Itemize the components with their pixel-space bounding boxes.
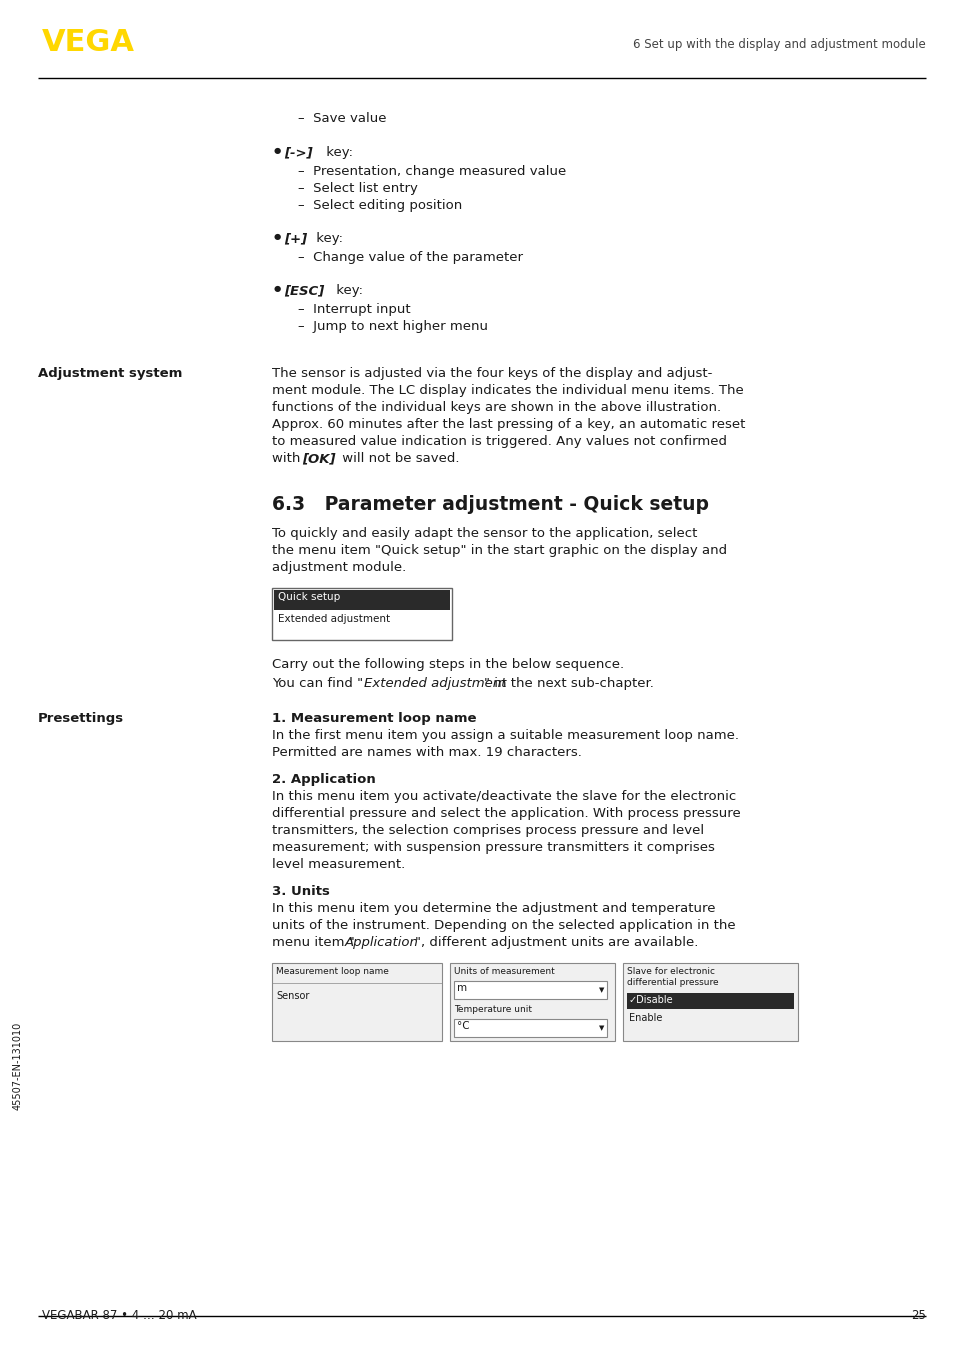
Text: Measurement loop name: Measurement loop name xyxy=(275,967,389,976)
Text: 2. Application: 2. Application xyxy=(272,773,375,787)
Text: m: m xyxy=(456,983,467,992)
Text: 6.3   Parameter adjustment - Quick setup: 6.3 Parameter adjustment - Quick setup xyxy=(272,496,708,515)
Text: units of the instrument. Depending on the selected application in the: units of the instrument. Depending on th… xyxy=(272,919,735,932)
Text: In this menu item you activate/deactivate the slave for the electronic: In this menu item you activate/deactivat… xyxy=(272,789,736,803)
Text: key:: key: xyxy=(312,232,343,245)
Text: menu item ": menu item " xyxy=(272,936,355,949)
Text: differential pressure and select the application. With process pressure: differential pressure and select the app… xyxy=(272,807,740,821)
Bar xyxy=(454,1020,606,1037)
Text: ●: ● xyxy=(274,146,281,154)
Text: will not be saved.: will not be saved. xyxy=(337,452,459,464)
Text: 6 Set up with the display and adjustment module: 6 Set up with the display and adjustment… xyxy=(633,38,925,51)
Text: Temperature unit: Temperature unit xyxy=(454,1005,532,1014)
Text: ▼: ▼ xyxy=(598,1025,604,1030)
Text: ●: ● xyxy=(274,284,281,292)
Text: 3. Units: 3. Units xyxy=(272,886,330,898)
Text: ment module. The LC display indicates the individual menu items. The: ment module. The LC display indicates th… xyxy=(272,385,743,397)
Text: The sensor is adjusted via the four keys of the display and adjust-: The sensor is adjusted via the four keys… xyxy=(272,367,712,380)
Text: Approx. 60 minutes after the last pressing of a key, an automatic reset: Approx. 60 minutes after the last pressi… xyxy=(272,418,744,431)
Text: –  Change value of the parameter: – Change value of the parameter xyxy=(297,250,522,264)
Bar xyxy=(626,992,793,1009)
Text: [+]: [+] xyxy=(284,232,307,245)
Text: ●: ● xyxy=(274,232,281,241)
Text: –  Select editing position: – Select editing position xyxy=(297,199,462,213)
Text: –  Select list entry: – Select list entry xyxy=(297,181,417,195)
Text: Application: Application xyxy=(345,936,418,949)
Text: Extended adjustment: Extended adjustment xyxy=(364,677,506,691)
Bar xyxy=(272,963,441,1041)
Text: VEGABAR 87 • 4 … 20 mA: VEGABAR 87 • 4 … 20 mA xyxy=(42,1309,196,1322)
Text: You can find ": You can find " xyxy=(272,677,363,691)
Text: key:: key: xyxy=(332,284,363,297)
Text: –  Jump to next higher menu: – Jump to next higher menu xyxy=(297,320,488,333)
Text: the menu item "Quick setup" in the start graphic on the display and: the menu item "Quick setup" in the start… xyxy=(272,544,726,556)
Bar xyxy=(274,590,450,611)
Text: Quick setup: Quick setup xyxy=(277,592,340,603)
Text: In this menu item you determine the adjustment and temperature: In this menu item you determine the adju… xyxy=(272,902,715,915)
Text: Slave for electronic: Slave for electronic xyxy=(626,967,714,976)
Bar xyxy=(272,588,452,640)
Text: To quickly and easily adapt the sensor to the application, select: To quickly and easily adapt the sensor t… xyxy=(272,527,697,540)
Text: –  Presentation, change measured value: – Presentation, change measured value xyxy=(297,165,566,177)
Text: [ESC]: [ESC] xyxy=(284,284,324,297)
Text: [->]: [->] xyxy=(284,146,313,158)
Text: Extended adjustment: Extended adjustment xyxy=(277,613,390,624)
Text: 1. Measurement loop name: 1. Measurement loop name xyxy=(272,712,476,724)
Text: In the first menu item you assign a suitable measurement loop name.: In the first menu item you assign a suit… xyxy=(272,728,739,742)
Text: Units of measurement: Units of measurement xyxy=(454,967,554,976)
Text: ", different adjustment units are available.: ", different adjustment units are availa… xyxy=(415,936,698,949)
Text: transmitters, the selection comprises process pressure and level: transmitters, the selection comprises pr… xyxy=(272,825,703,837)
Text: Permitted are names with max. 19 characters.: Permitted are names with max. 19 charact… xyxy=(272,746,581,760)
Text: functions of the individual keys are shown in the above illustration.: functions of the individual keys are sho… xyxy=(272,401,720,414)
Text: Enable: Enable xyxy=(628,1013,661,1024)
Text: ✓Disable: ✓Disable xyxy=(628,995,673,1005)
Text: Sensor: Sensor xyxy=(275,991,309,1001)
Text: level measurement.: level measurement. xyxy=(272,858,405,871)
Text: key:: key: xyxy=(322,146,353,158)
Text: Adjustment system: Adjustment system xyxy=(38,367,182,380)
Text: adjustment module.: adjustment module. xyxy=(272,561,406,574)
Text: Carry out the following steps in the below sequence.: Carry out the following steps in the bel… xyxy=(272,658,623,672)
Bar xyxy=(454,982,606,999)
Bar xyxy=(622,963,797,1041)
Text: differential pressure: differential pressure xyxy=(626,978,718,987)
Text: 25: 25 xyxy=(910,1309,925,1322)
Text: with: with xyxy=(272,452,304,464)
Text: °C: °C xyxy=(456,1021,469,1030)
Text: " in the next sub-chapter.: " in the next sub-chapter. xyxy=(483,677,653,691)
Text: to measured value indication is triggered. Any values not confirmed: to measured value indication is triggere… xyxy=(272,435,726,448)
Text: –  Interrupt input: – Interrupt input xyxy=(297,303,410,315)
Text: Presettings: Presettings xyxy=(38,712,124,724)
Text: –  Save value: – Save value xyxy=(297,112,386,125)
Text: measurement; with suspension pressure transmitters it comprises: measurement; with suspension pressure tr… xyxy=(272,841,714,854)
Text: [OK]: [OK] xyxy=(302,452,335,464)
Text: ▼: ▼ xyxy=(598,987,604,992)
Text: 45507-EN-131010: 45507-EN-131010 xyxy=(13,1022,23,1110)
Bar xyxy=(450,963,615,1041)
Text: VEGA: VEGA xyxy=(42,28,135,57)
